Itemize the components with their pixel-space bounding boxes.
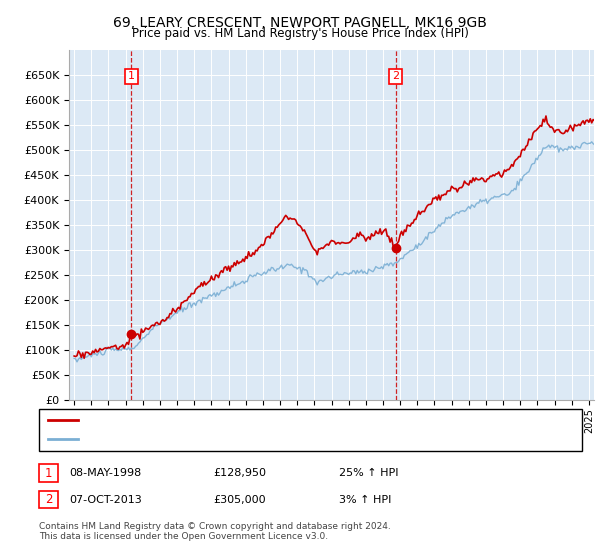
Text: HPI: Average price, detached house, Milton Keynes: HPI: Average price, detached house, Milt… — [82, 435, 331, 445]
Text: 25% ↑ HPI: 25% ↑ HPI — [339, 468, 398, 478]
Text: 08-MAY-1998: 08-MAY-1998 — [69, 468, 141, 478]
Text: 1: 1 — [128, 71, 135, 81]
Text: £305,000: £305,000 — [213, 494, 266, 505]
Text: 69, LEARY CRESCENT, NEWPORT PAGNELL, MK16 9GB (detached house): 69, LEARY CRESCENT, NEWPORT PAGNELL, MK1… — [82, 415, 434, 425]
Text: 3% ↑ HPI: 3% ↑ HPI — [339, 494, 391, 505]
Text: 2: 2 — [45, 493, 52, 506]
Text: Price paid vs. HM Land Registry's House Price Index (HPI): Price paid vs. HM Land Registry's House … — [131, 27, 469, 40]
Text: 1: 1 — [45, 466, 52, 480]
Text: 07-OCT-2013: 07-OCT-2013 — [69, 494, 142, 505]
Text: 69, LEARY CRESCENT, NEWPORT PAGNELL, MK16 9GB: 69, LEARY CRESCENT, NEWPORT PAGNELL, MK1… — [113, 16, 487, 30]
Text: 2: 2 — [392, 71, 400, 81]
Text: Contains HM Land Registry data © Crown copyright and database right 2024.
This d: Contains HM Land Registry data © Crown c… — [39, 522, 391, 542]
Text: £128,950: £128,950 — [213, 468, 266, 478]
